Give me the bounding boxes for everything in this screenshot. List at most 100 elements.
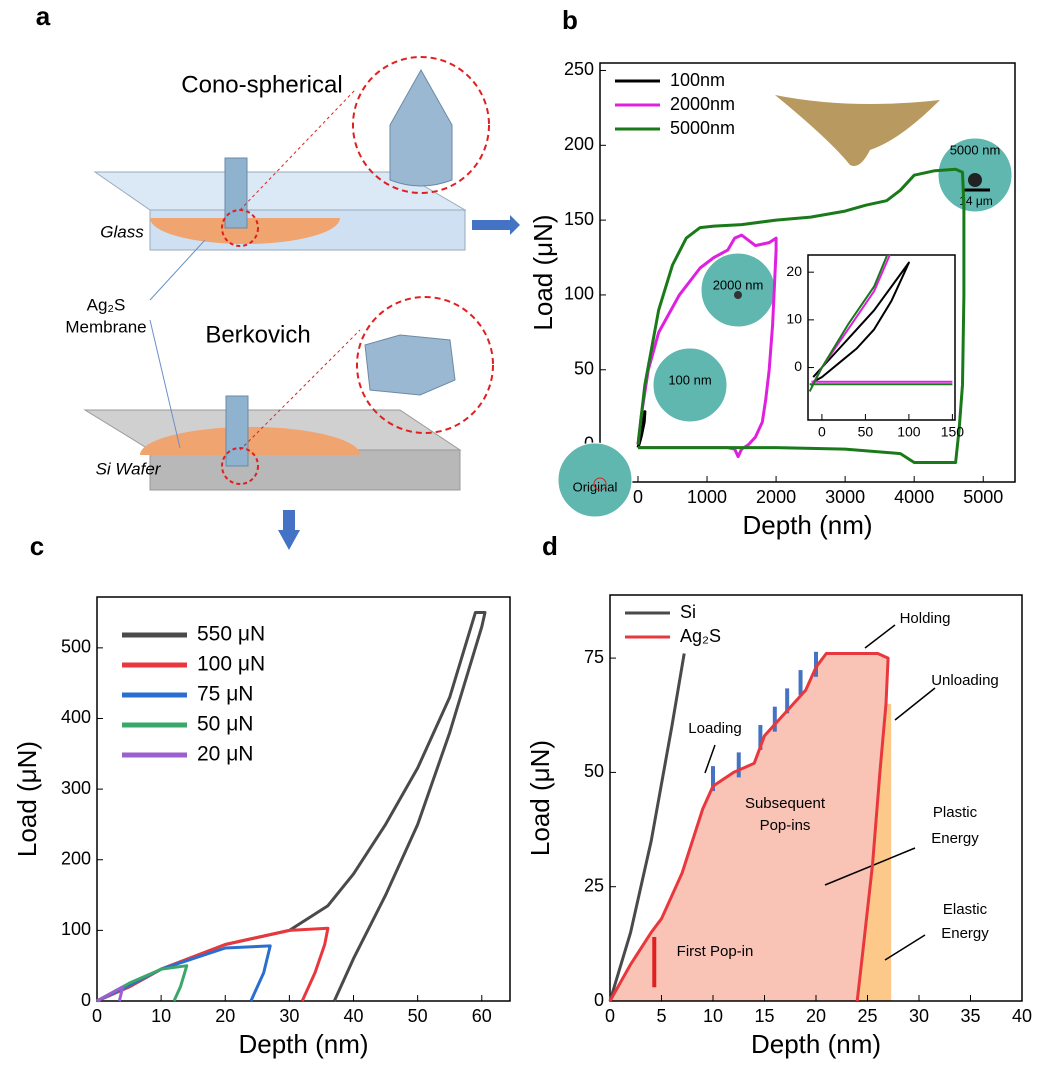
legend-label: Ag₂S: [680, 626, 721, 646]
y-tick-label: 400: [61, 707, 91, 727]
series-line: [96, 985, 125, 1003]
panel-label: c: [30, 531, 44, 561]
pointer: [149, 239, 206, 301]
x-tick-label: 35: [960, 1006, 980, 1026]
zoom-line: [239, 329, 361, 451]
berkovich-tip: [364, 334, 456, 396]
y-tick-label: 150: [564, 209, 594, 229]
series-line: [96, 611, 487, 1003]
zoom-circle: [356, 296, 494, 434]
y-tick-label: 100: [564, 284, 594, 304]
pointer: [864, 624, 896, 649]
x-tick-label: 4000: [894, 487, 934, 507]
label: Si Wafer: [96, 459, 162, 478]
y-tick-label: 250: [564, 59, 594, 79]
x-tick-label: 10: [151, 1006, 171, 1026]
annotation: Loading: [688, 720, 741, 737]
y-tick-label: 25: [584, 875, 604, 895]
legend-label: 20 μN: [197, 743, 253, 766]
cono-tip: [389, 68, 453, 187]
zoom-line: [239, 89, 356, 211]
pointer: [824, 847, 916, 886]
y-tick-label: 0: [794, 358, 802, 374]
panel-label: a: [36, 1, 51, 31]
x-tick-label: 2000: [756, 487, 796, 507]
plot-frame: [807, 254, 956, 421]
y-axis-title: Load (μN): [525, 740, 555, 856]
x-tick-label: 30: [909, 1006, 929, 1026]
micrograph: [652, 347, 728, 423]
membrane: [140, 427, 360, 455]
x-tick-label: 0: [605, 1006, 615, 1026]
x-tick-label: 40: [1012, 1006, 1032, 1026]
x-tick-label: 0: [633, 487, 643, 507]
annotation: Subsequent: [745, 795, 826, 812]
annotation: Plastic: [933, 804, 978, 821]
y-tick-label: 0: [594, 990, 604, 1010]
x-tick-label: 1000: [687, 487, 727, 507]
legend-label: 100 μN: [197, 653, 265, 676]
x-tick-label: 3000: [825, 487, 865, 507]
annotation: Energy: [941, 925, 989, 942]
x-tick-label: 25: [857, 1006, 877, 1026]
image-label: 2000 nm: [713, 277, 764, 292]
x-axis-title: Depth (nm): [238, 1029, 368, 1059]
plot-frame: [599, 62, 1016, 483]
panel-label: d: [542, 531, 558, 561]
x-tick-label: 50: [858, 423, 874, 439]
y-tick-label: 200: [564, 134, 594, 154]
image-label: 5000 nm: [950, 142, 1001, 157]
annotation: Holding: [900, 610, 951, 627]
annotation: Elastic: [943, 901, 988, 918]
wafer-side: [149, 449, 461, 491]
legend-label: 2000nm: [670, 94, 735, 114]
zoom-circle: [221, 447, 259, 485]
label: Ag₂S: [87, 295, 126, 314]
indent-mark: [734, 291, 742, 299]
x-tick-label: 100: [897, 423, 921, 439]
y-tick-label: 200: [61, 848, 91, 868]
series-line: [812, 261, 910, 383]
legend-label: 550 μN: [197, 623, 265, 646]
inset-bg: [808, 255, 955, 420]
indent-mark: [593, 477, 607, 491]
label: Membrane: [65, 317, 146, 336]
x-tick-label: 0: [92, 1006, 102, 1026]
legend-label: 75 μN: [197, 683, 253, 706]
y-axis-title: Load (μN): [12, 741, 42, 857]
y-tick-label: 0: [81, 990, 91, 1010]
x-tick-label: 150: [941, 423, 965, 439]
y-tick-label: 20: [786, 263, 802, 279]
pointer: [704, 744, 716, 774]
series-line: [808, 254, 953, 392]
x-tick-label: 15: [754, 1006, 774, 1026]
x-tick-label: 30: [279, 1006, 299, 1026]
y-tick-label: 50: [584, 761, 604, 781]
x-tick-label: 50: [408, 1006, 428, 1026]
arrow: [278, 530, 300, 550]
pointer: [884, 934, 926, 961]
label: Cono-spherical: [181, 71, 342, 98]
panel-a-drawing: a Cono-spherical Glass Ag₂S Membrane Ber…: [36, 1, 520, 550]
image-label: 100 nm: [668, 372, 711, 387]
series-line: [636, 233, 778, 459]
panel-label: b: [562, 5, 578, 35]
series-line: [608, 652, 890, 1002]
membrane: [150, 218, 340, 244]
series-line: [96, 926, 330, 1003]
indenter: [224, 157, 248, 229]
x-tick-label: 20: [806, 1006, 826, 1026]
y-axis-title: Load (μN): [528, 214, 558, 330]
x-tick-label: 0: [818, 423, 826, 439]
plot-frame: [96, 596, 511, 1002]
x-axis-title: Depth (nm): [751, 1029, 881, 1059]
series-line: [96, 944, 272, 1003]
series-line: [636, 167, 966, 464]
x-tick-label: 60: [472, 1006, 492, 1026]
annotation: Pop-ins: [760, 817, 811, 834]
y-tick-label: 100: [61, 919, 91, 939]
annotation: First Pop-in: [677, 943, 754, 960]
annotation: Energy: [931, 830, 979, 847]
x-tick-label: 5: [656, 1006, 666, 1026]
